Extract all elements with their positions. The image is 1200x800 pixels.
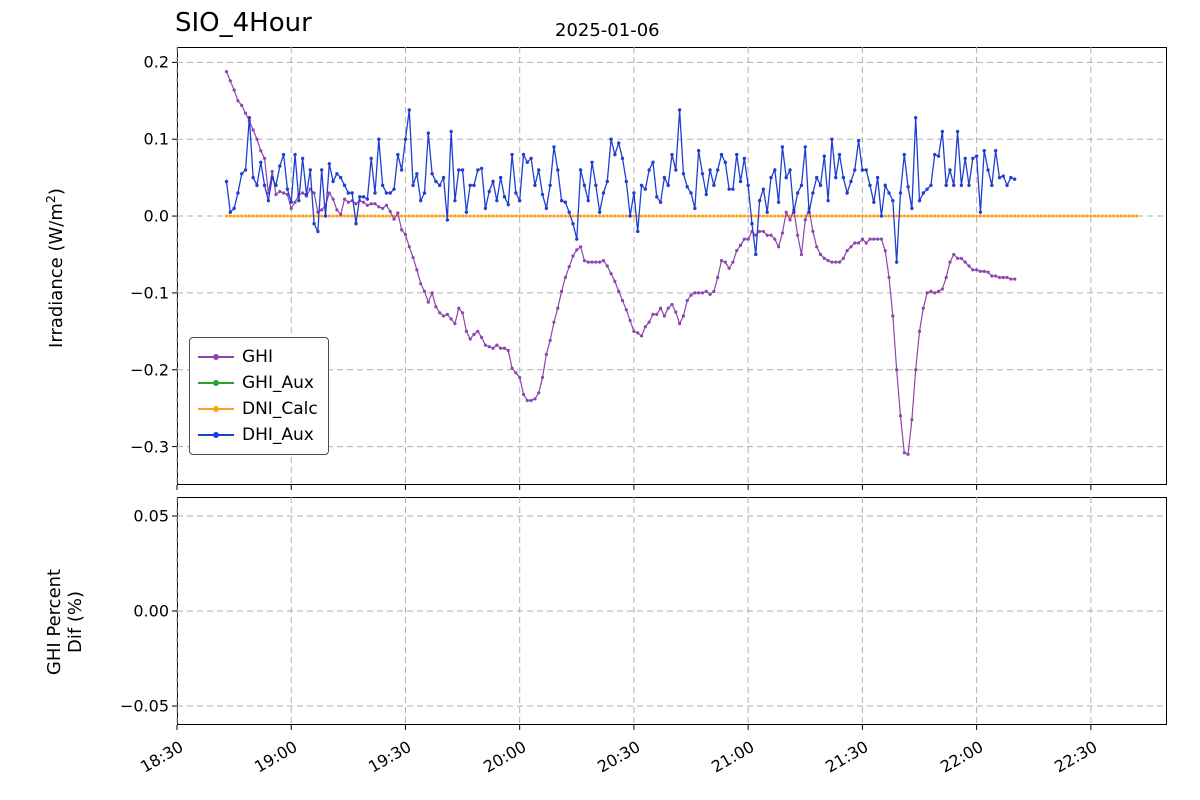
figure-root: SIO_4Hour 2025-01-06 Irradiance (W/m2) −… bbox=[0, 0, 1200, 800]
ghi-percent-plot bbox=[0, 0, 1200, 800]
